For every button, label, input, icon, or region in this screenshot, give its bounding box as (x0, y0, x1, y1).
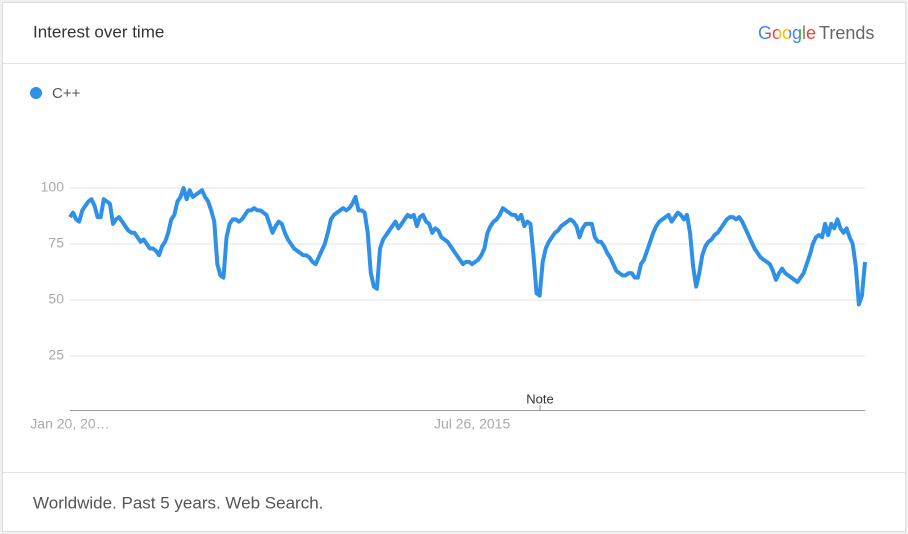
y-tick-label: 50 (48, 291, 64, 307)
footnote: Worldwide. Past 5 years. Web Search. (33, 493, 323, 512)
y-tick-label: 25 (48, 347, 64, 363)
annotation: Note (526, 391, 553, 406)
brand-logo: Google (758, 23, 816, 43)
y-tick-label: 100 (41, 179, 65, 195)
legend-marker (30, 87, 42, 99)
x-tick-label: Jan 20, 20… (30, 416, 109, 432)
y-tick-label: 75 (48, 235, 64, 251)
legend-label: C++ (52, 85, 81, 102)
brand: Google Trends (758, 23, 874, 43)
series-line (68, 186, 867, 307)
card-title: Interest over time (33, 22, 164, 41)
x-tick-label: Jul 26, 2015 (434, 416, 510, 432)
brand-product: Trends (819, 23, 874, 43)
